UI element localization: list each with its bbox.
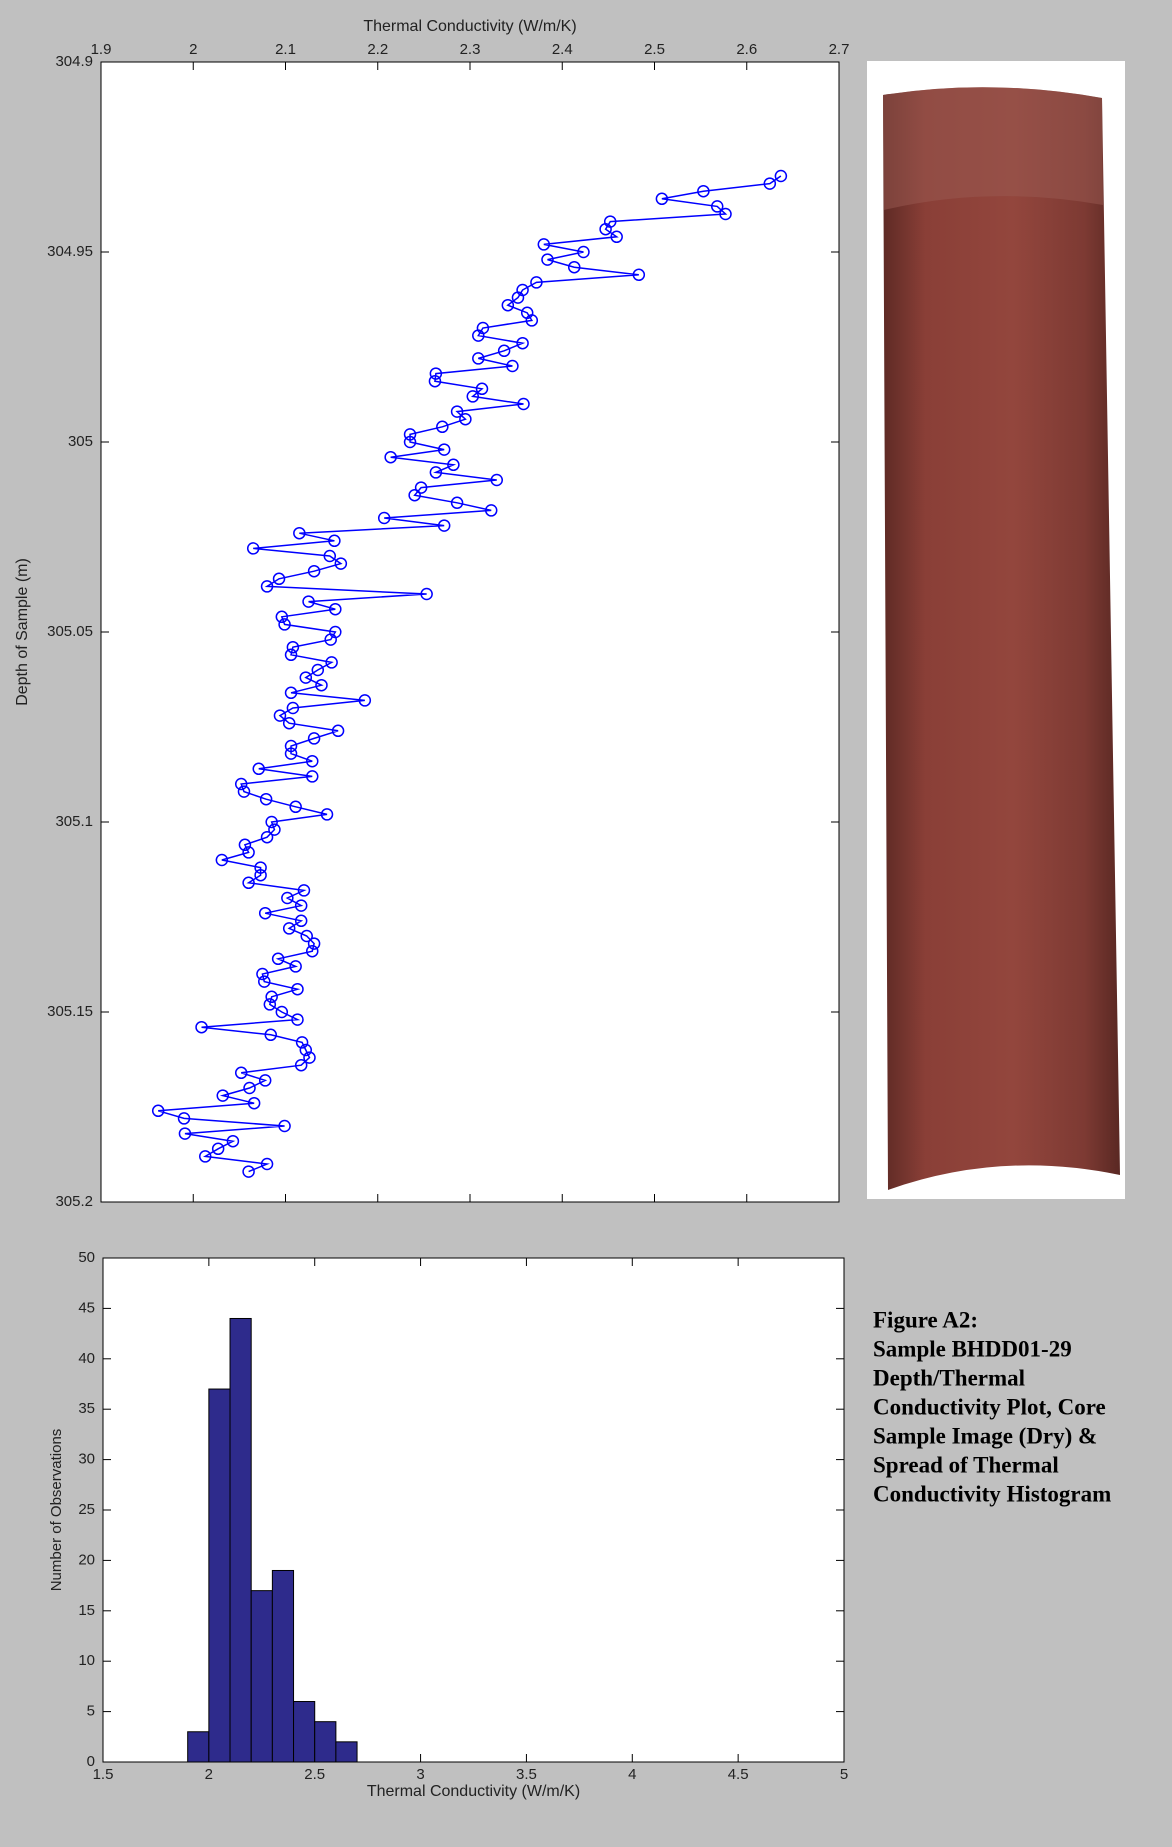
core-top-band — [883, 87, 1103, 210]
x-tick-label: 2.1 — [275, 41, 296, 58]
x-tick-label: 2 — [205, 1766, 213, 1783]
y-tick-label: 15 — [78, 1602, 95, 1619]
core-cylinder — [883, 87, 1120, 1190]
y-tick-label: 305 — [68, 433, 93, 450]
y-tick-label: 0 — [87, 1753, 95, 1770]
caption-line: Figure A2: — [873, 1307, 978, 1332]
page: Figure A2: Sample BHDD01-29 Depth/Thermal C… — [0, 0, 1172, 1847]
x-tick-label: 2 — [189, 41, 197, 58]
histogram-bar — [251, 1591, 272, 1762]
y-tick-label: 45 — [78, 1299, 95, 1316]
x-tick-label: 2.3 — [460, 41, 481, 58]
caption-line: Conductivity Plot, Core — [873, 1394, 1106, 1419]
x-tick-label: 3.5 — [516, 1766, 537, 1783]
x-tick-label: 2.2 — [367, 41, 388, 58]
x-tick-label: 5 — [840, 1766, 848, 1783]
caption-line: Conductivity Histogram — [873, 1481, 1111, 1506]
y-tick-label: 305.15 — [47, 1003, 93, 1020]
histogram-bar — [315, 1722, 336, 1762]
x-tick-label: 4 — [628, 1766, 636, 1783]
x-tick-label: 4.5 — [728, 1766, 749, 1783]
y-tick-label: 25 — [78, 1501, 95, 1518]
histogram-bar — [272, 1570, 293, 1762]
histogram-bar — [336, 1742, 357, 1762]
x-tick-label: 1.5 — [93, 1766, 114, 1783]
core-photo — [867, 61, 1125, 1199]
x-axis-label: Thermal Conductivity (W/m/K) — [367, 1783, 580, 1800]
x-tick-label: 2.6 — [736, 41, 757, 58]
y-axis-label: Number of Observations — [48, 1429, 65, 1592]
x-tick-label: 3 — [416, 1766, 424, 1783]
x-tick-label: 1.9 — [91, 41, 112, 58]
x-tick-label: 2.4 — [552, 41, 573, 58]
y-tick-label: 304.9 — [55, 53, 93, 70]
y-tick-label: 5 — [87, 1703, 95, 1720]
histogram-bar — [294, 1702, 315, 1762]
x-tick-label: 2.7 — [829, 41, 850, 58]
y-tick-label: 20 — [78, 1551, 95, 1568]
figure: Figure A2: Sample BHDD01-29 Depth/Thermal C… — [0, 0, 1172, 1847]
histogram-bar — [230, 1318, 251, 1762]
y-axis-label: Depth of Sample (m) — [14, 558, 31, 706]
x-tick-label: 2.5 — [644, 41, 665, 58]
caption-line: Sample Image (Dry) & — [873, 1423, 1097, 1448]
x-tick-label: 2.5 — [304, 1766, 325, 1783]
y-tick-label: 305.05 — [47, 623, 93, 640]
caption-line: Depth/Thermal — [873, 1365, 1025, 1390]
x-axis-label: Thermal Conductivity (W/m/K) — [363, 18, 576, 35]
y-tick-label: 305.1 — [55, 813, 93, 830]
y-tick-label: 305.2 — [55, 1193, 93, 1210]
y-tick-label: 30 — [78, 1451, 95, 1468]
histogram-bar — [209, 1389, 230, 1762]
y-tick-label: 40 — [78, 1350, 95, 1367]
caption-line: Spread of Thermal — [873, 1452, 1059, 1477]
y-tick-label: 304.95 — [47, 243, 93, 260]
y-tick-label: 35 — [78, 1400, 95, 1417]
histogram-bar — [188, 1732, 209, 1762]
caption-line: Sample BHDD01-29 — [873, 1336, 1072, 1361]
y-tick-label: 10 — [78, 1652, 95, 1669]
y-tick-label: 50 — [78, 1249, 95, 1266]
plot-area — [101, 62, 839, 1202]
